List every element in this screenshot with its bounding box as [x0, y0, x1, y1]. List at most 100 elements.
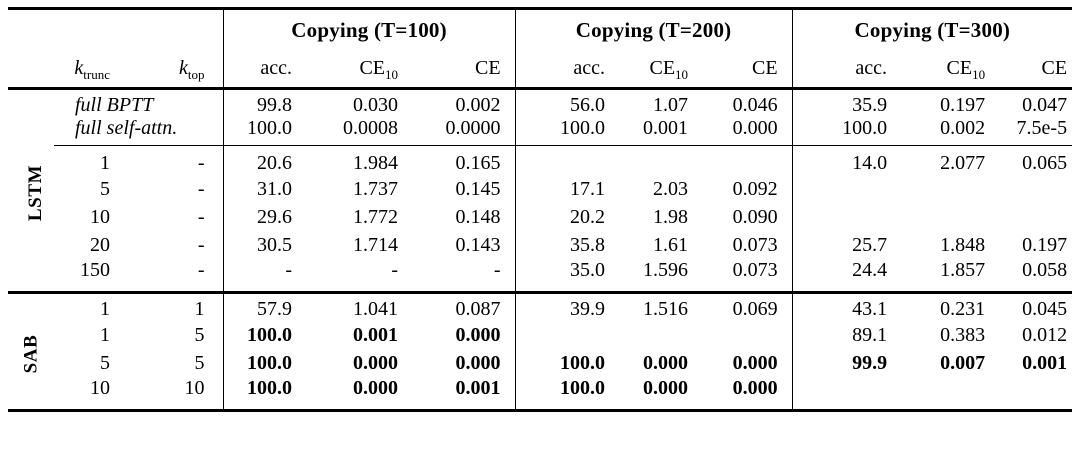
table-row: 10 -29.6 1.772 0.148 20.2 1.98 0.090: [8, 203, 1072, 231]
metric-value: 30.5: [222, 231, 307, 259]
rotated-label: SAB: [19, 334, 41, 373]
metric-value: 0.000: [455, 323, 501, 346]
metric-value: [791, 203, 902, 231]
metric-value: 25.7: [791, 231, 902, 259]
ce-subscript: 10: [675, 67, 689, 83]
metric-value: [901, 203, 999, 231]
table-row: 5 -31.0 1.737 0.145 17.1 2.03 0.092: [8, 175, 1072, 203]
metric-value: 0.058: [1022, 259, 1068, 281]
metric-value: 99.8: [222, 88, 307, 117]
metric-value: 2.077: [940, 152, 986, 174]
k-trunc-header: ktrunc: [54, 51, 112, 89]
results-table: Copying (T=100) Copying (T=200) Copying …: [8, 7, 1073, 412]
header-empty: [8, 51, 54, 89]
metric-value: 0.092: [732, 177, 778, 200]
metric-value: 35.0: [514, 259, 620, 293]
ce-symbol: CE: [359, 57, 386, 80]
metric-value: 0.069: [732, 298, 778, 320]
metric-value: 0.000: [643, 351, 689, 374]
row-group-label-lstm: LSTM: [8, 89, 54, 293]
k-top-header: ktop: [112, 51, 223, 89]
k-top-subscript: top: [187, 67, 205, 83]
metric-value: 39.9: [514, 292, 620, 321]
ce-symbol: CE: [649, 57, 676, 80]
metric-value: 14.0: [791, 145, 902, 175]
k-trunc-value: 150: [80, 259, 110, 281]
table-row: SAB 1 1 57.9 1.041 0.087 39.9 1.516 0.069 43.1 0.2…: [8, 292, 1072, 373]
metric-value: [702, 321, 792, 349]
table-row: 20 -30.5 1.714 0.143 35.8 1.61 0.073 25.7 1.848 0…: [8, 231, 1072, 259]
metric-value: 0.000: [732, 351, 778, 374]
metric-value: 0.000: [353, 377, 399, 399]
ce10-header-t300: CE10: [901, 51, 999, 89]
metric-value: [999, 377, 1072, 411]
metric-value: 0.001: [455, 377, 501, 399]
metric-value: 0.000: [702, 117, 793, 146]
metric-value: 1.61: [653, 233, 689, 256]
k-trunc-value: 5: [100, 177, 110, 200]
metric-value: 0.000: [643, 377, 689, 399]
metric-value: [901, 377, 999, 411]
metric-value: 1.772: [353, 205, 399, 228]
metric-value: 17.1: [514, 175, 620, 203]
k-top-value: -: [197, 205, 205, 228]
metric-value: 35.8: [514, 231, 620, 259]
metric-value: 1.984: [353, 152, 399, 174]
metric-value: [999, 203, 1072, 231]
metric-value: -: [391, 259, 399, 281]
metric-value: 0.007: [940, 351, 986, 374]
metric-value: [999, 175, 1072, 203]
metric-value: 0.001: [353, 323, 399, 346]
col-group-t300: Copying (T=300): [791, 8, 1073, 51]
metric-value: 0.012: [1022, 323, 1068, 346]
acc-header-t100: acc.: [222, 50, 307, 89]
k-symbol: k: [179, 57, 188, 80]
k-top-value: 1: [194, 298, 205, 320]
k-top-value: -: [197, 233, 205, 256]
paper-table-page: Copying (T=100) Copying (T=200) Copying …: [8, 7, 1073, 412]
ce-symbol: CE: [946, 57, 973, 80]
metric-value: 20.6: [222, 145, 307, 175]
metric-value: 1.596: [643, 259, 689, 281]
metric-value: 29.6: [222, 203, 307, 231]
table-row: 10 10 100.0 0.000 0.001 100.0 0.000 0.000: [8, 377, 1072, 411]
metric-value: 0.231: [940, 298, 986, 320]
acc-header-t200: acc.: [514, 50, 620, 89]
k-top-value: 5: [194, 351, 205, 374]
table-row: 5 5 100.0 0.000 0.000 100.0 0.000 0.000 99.9 0.00…: [8, 349, 1072, 377]
metric-value: 1.857: [940, 259, 986, 281]
section-sab: SAB 1 1 57.9 1.041 0.087 39.9 1.516 0.069 43.1 0.2…: [8, 292, 1073, 411]
metric-value: [619, 321, 702, 349]
metric-value: 100.0: [514, 377, 620, 411]
metric-value: 31.0: [222, 175, 307, 203]
col-group-t200: Copying (T=200): [514, 8, 793, 51]
k-trunc-value: 10: [90, 205, 110, 228]
metric-value: 99.9: [791, 349, 902, 377]
k-trunc-value: 20: [90, 233, 110, 256]
table-header: Copying (T=100) Copying (T=200) Copying …: [8, 8, 1073, 89]
k-top-value: -: [197, 152, 205, 174]
metric-value: [901, 175, 999, 203]
ce-header-t300: CE: [1041, 57, 1068, 80]
rotated-label: LSTM: [25, 164, 47, 221]
metric-value: 0.000: [353, 351, 399, 374]
metric-value: 0.000: [455, 351, 501, 374]
ce10-header-t100: CE10: [306, 51, 412, 89]
metric-value: 1.714: [353, 233, 399, 256]
metric-value: 0.047: [1022, 94, 1068, 116]
k-symbol: k: [74, 57, 84, 80]
metric-value: 100.0: [222, 349, 307, 377]
metric-value: 0.165: [455, 152, 501, 174]
metric-value: 1.737: [353, 177, 399, 200]
group-header-row: Copying (T=100) Copying (T=200) Copying …: [8, 8, 1073, 51]
table-row: LSTM full BPTT 99.8 0.030 0.002 56.0 1.07 0.046…: [8, 88, 1072, 221]
metric-value: 0.001: [619, 117, 703, 146]
metric-value: 0.073: [732, 259, 778, 281]
metric-value: 0.0000: [412, 117, 516, 146]
metric-value: 0.000: [732, 377, 778, 399]
metric-value: 24.4: [791, 259, 902, 293]
metric-value: 57.9: [222, 292, 307, 321]
ce-header-t200: CE: [752, 57, 778, 80]
metric-value: 1.98: [653, 205, 689, 228]
metric-value: 100.0: [222, 117, 307, 146]
